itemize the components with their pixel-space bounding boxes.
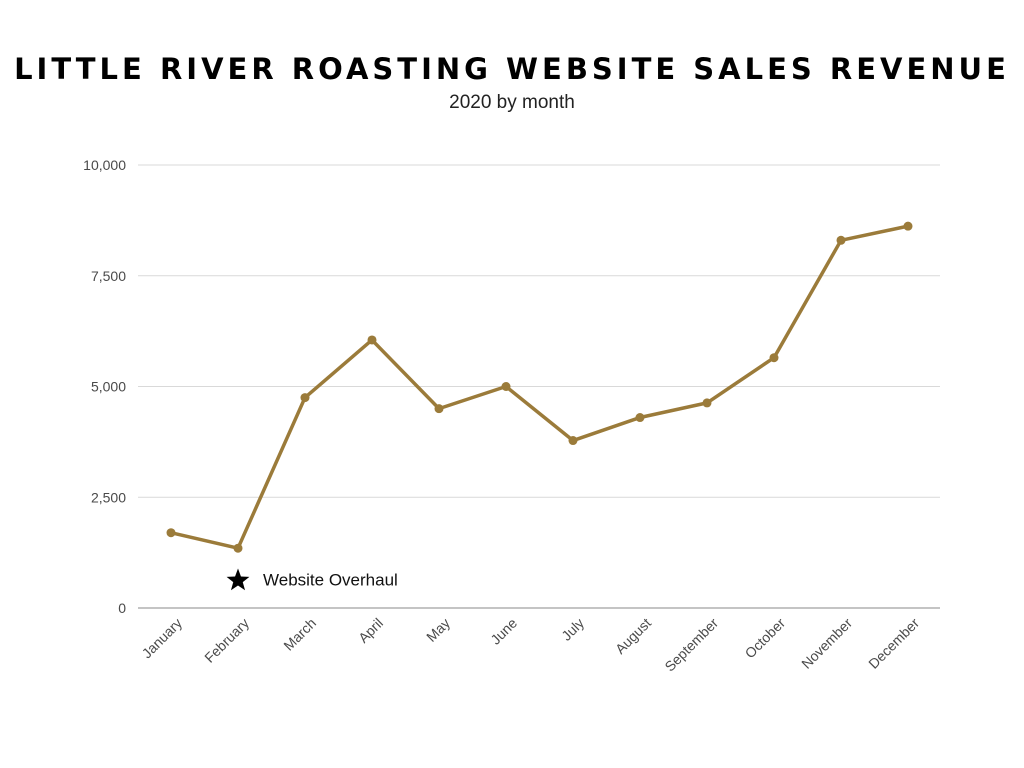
- x-axis-tick-labels: January February March April May June July Augu…: [139, 615, 923, 675]
- x-tick-label: June: [487, 615, 520, 648]
- chart-subtitle: 2020 by month: [449, 92, 575, 113]
- y-tick-label: 5,000: [91, 379, 126, 395]
- annotation-label: Website Overhaul: [263, 571, 398, 590]
- x-tick-label: December: [865, 615, 922, 672]
- x-tick-label: October: [742, 615, 789, 662]
- y-tick-label: 2,500: [91, 489, 126, 505]
- x-tick-label: September: [661, 615, 721, 675]
- data-point: [166, 528, 176, 538]
- x-tick-label: May: [423, 615, 453, 645]
- data-point: [367, 335, 377, 345]
- x-tick-label: March: [280, 615, 319, 654]
- data-point: [836, 235, 846, 245]
- data-points: [166, 221, 913, 553]
- x-tick-label: August: [612, 615, 654, 657]
- series-line: [169, 224, 910, 550]
- data-point: [903, 221, 913, 231]
- star-icon: [226, 568, 250, 591]
- y-tick-label: 7,500: [91, 268, 126, 284]
- x-tick-label: February: [201, 615, 252, 666]
- data-point: [702, 398, 712, 408]
- annotation: Website Overhaul: [226, 568, 398, 591]
- data-point: [300, 393, 310, 403]
- series-line-group: [169, 224, 910, 550]
- data-point: [769, 353, 779, 363]
- y-tick-label: 10,000: [83, 157, 126, 173]
- data-point: [233, 543, 243, 553]
- gridlines: [138, 164, 940, 609]
- chart-title: LITTLE RIVER ROASTING WEBSITE SALES REVE…: [14, 52, 1010, 86]
- y-tick-label: 0: [118, 600, 126, 616]
- data-point: [501, 382, 511, 391]
- data-point: [434, 404, 444, 414]
- y-axis-tick-labels: 0 2,500 5,000 7,500 10,000: [83, 157, 126, 616]
- x-tick-label: July: [558, 615, 587, 644]
- x-tick-label: April: [355, 615, 386, 646]
- data-point: [568, 436, 578, 446]
- data-point: [635, 413, 645, 423]
- x-tick-label: January: [139, 615, 186, 662]
- x-tick-label: November: [798, 615, 855, 672]
